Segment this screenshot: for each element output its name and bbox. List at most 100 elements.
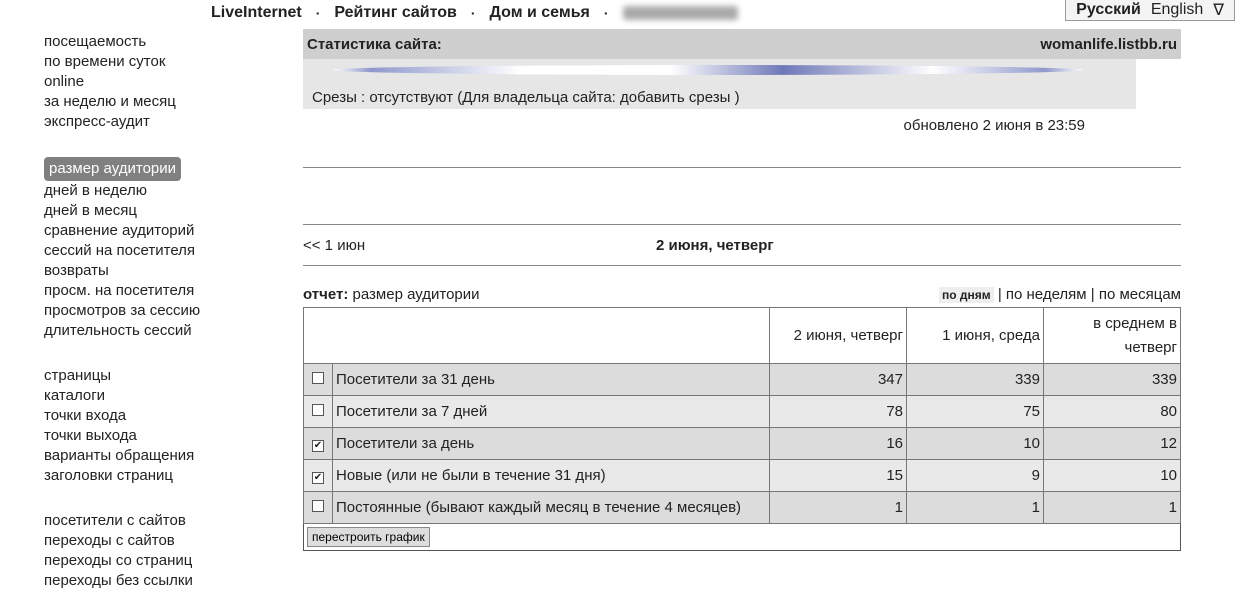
row-label: Новые (или не были в течение 31 дня) xyxy=(332,459,770,492)
table-row: ✔ Новые (или не были в течение 31 дня) 15 9… xyxy=(303,459,1181,492)
table-row: Постоянные (бывают каждый месяц в течени… xyxy=(303,491,1181,524)
language-switcher: Русский English ∇ xyxy=(1065,0,1235,21)
row-checkbox[interactable] xyxy=(312,404,324,416)
column-header: в среднем в четверг xyxy=(1043,307,1181,364)
stats-header: Статистика сайта: womanlife.listbb.ru xyxy=(303,29,1181,59)
sidebar-item[interactable]: просм. на посетителя xyxy=(44,282,195,299)
row-value: 15 xyxy=(769,459,907,492)
divider xyxy=(303,265,1181,266)
sidebar-item[interactable]: посещаемость xyxy=(44,33,147,50)
main-content: Статистика сайта: womanlife.listbb.ru Ср… xyxy=(303,29,1181,551)
audience-table: 2 июня, четверг 1 июня, среда в среднем в … xyxy=(303,307,1181,551)
sidebar-item[interactable]: просмотров за сессию xyxy=(44,302,201,319)
sidebar-item[interactable]: возвраты xyxy=(44,262,109,279)
sidebar-item[interactable]: размер аудитории xyxy=(44,157,182,181)
srezy-panel: Срезы : отсутствуют (Для владельца сайта… xyxy=(303,59,1136,109)
report-bar: отчет: размер аудитории по дням | по нед… xyxy=(303,286,1181,303)
sidebar-item[interactable]: переходы без ссылки xyxy=(44,572,193,589)
row-value: 339 xyxy=(906,363,1044,396)
row-value: 1 xyxy=(769,491,907,524)
period-days[interactable]: по дням xyxy=(939,287,994,303)
updated-time: обновлено 2 июня в 23:59 xyxy=(903,117,1085,134)
row-value: 78 xyxy=(769,395,907,428)
divider xyxy=(303,224,1181,225)
table-row: Посетители за 31 день 347 339 339 xyxy=(303,363,1181,396)
sidebar-item[interactable]: точки входа xyxy=(44,407,127,424)
row-label: Посетители за день xyxy=(332,427,770,460)
site-name: womanlife.listbb.ru xyxy=(1040,35,1177,53)
row-value: 10 xyxy=(906,427,1044,460)
decorative-swoosh xyxy=(333,65,1083,75)
sidebar-item[interactable]: экспресс-аудит xyxy=(44,113,150,130)
row-value: 10 xyxy=(1043,459,1181,492)
sidebar-item[interactable]: дней в неделю xyxy=(44,182,147,199)
nav-liveinternet[interactable]: LiveInternet xyxy=(211,4,302,21)
sidebar-item[interactable]: сессий на посетителя xyxy=(44,242,196,259)
row-checkbox[interactable] xyxy=(312,372,324,384)
row-checkbox[interactable]: ✔ xyxy=(312,440,324,452)
sidebar-item[interactable]: сравнение аудиторий xyxy=(44,222,195,239)
period-weeks[interactable]: по неделям xyxy=(1005,286,1087,303)
nav-rating[interactable]: Рейтинг сайтов xyxy=(334,4,457,21)
stats-title: Статистика сайта: xyxy=(307,35,442,53)
top-navigation: LiveInternet · Рейтинг сайтов · Дом и семь… xyxy=(211,4,738,22)
row-value: 75 xyxy=(906,395,1044,428)
row-checkbox[interactable]: ✔ xyxy=(312,472,324,484)
lang-english[interactable]: English xyxy=(1150,1,1204,18)
nav-category[interactable]: Дом и семья xyxy=(489,4,590,21)
row-value: 12 xyxy=(1043,427,1181,460)
row-checkbox-cell xyxy=(303,363,333,396)
column-header: 1 июня, среда xyxy=(906,307,1044,364)
sidebar-group: страницы каталоги точки входа точки выхода в… xyxy=(44,366,200,486)
sidebar-item[interactable]: по времени суток xyxy=(44,53,166,70)
period-months[interactable]: по месяцам xyxy=(1098,286,1181,303)
blurred-site-link[interactable] xyxy=(622,6,738,20)
lang-russian[interactable]: Русский xyxy=(1076,1,1141,18)
separator: · xyxy=(315,5,321,21)
row-value: 9 xyxy=(906,459,1044,492)
header-empty xyxy=(303,307,770,364)
current-date: 2 июня, четверг xyxy=(656,236,774,254)
dropdown-icon[interactable]: ∇ xyxy=(1213,2,1224,19)
row-checkbox-cell xyxy=(303,395,333,428)
row-label: Постоянные (бывают каждый месяц в течени… xyxy=(332,491,770,524)
row-checkbox-cell: ✔ xyxy=(303,427,333,460)
prev-date-link[interactable]: << 1 июн xyxy=(303,236,366,254)
sidebar-item[interactable]: каталоги xyxy=(44,387,106,404)
divider xyxy=(303,167,1181,168)
sidebar-item[interactable]: заголовки страниц xyxy=(44,467,174,484)
table-header-row: 2 июня, четверг 1 июня, среда в среднем в … xyxy=(303,307,1181,364)
add-srezy-link[interactable]: добавить срезы xyxy=(620,89,731,106)
rebuild-chart-button[interactable]: перестроить график xyxy=(307,527,430,547)
row-value: 1 xyxy=(1043,491,1181,524)
row-checkbox-cell: ✔ xyxy=(303,459,333,492)
sidebar-item[interactable]: варианты обращения xyxy=(44,447,195,464)
row-value: 339 xyxy=(1043,363,1181,396)
column-header: 2 июня, четверг xyxy=(769,307,907,364)
row-checkbox[interactable] xyxy=(312,500,324,512)
sidebar-item[interactable]: переходы со страниц xyxy=(44,552,193,569)
sidebar-item[interactable]: переходы с сайтов xyxy=(44,532,175,549)
srezy-suffix: ) xyxy=(730,89,740,106)
sidebar-item[interactable]: дней в месяц xyxy=(44,202,137,219)
sidebar-item[interactable]: страницы xyxy=(44,367,112,384)
sidebar: посещаемость по времени суток online за нед… xyxy=(44,32,200,616)
row-label: Посетители за 31 день xyxy=(332,363,770,396)
row-checkbox-cell xyxy=(303,491,333,524)
separator: · xyxy=(603,5,609,21)
report-label: отчет: xyxy=(303,286,349,303)
sidebar-item[interactable]: посетители с сайтов xyxy=(44,512,186,529)
sidebar-item[interactable]: точки выхода xyxy=(44,427,137,444)
row-value: 16 xyxy=(769,427,907,460)
separator: · xyxy=(470,5,476,21)
row-value: 80 xyxy=(1043,395,1181,428)
sidebar-group: посещаемость по времени суток online за нед… xyxy=(44,32,200,132)
table-row: Посетители за 7 дней 78 75 80 xyxy=(303,395,1181,428)
sidebar-item[interactable]: online xyxy=(44,73,85,90)
row-value: 347 xyxy=(769,363,907,396)
table-row: ✔ Посетители за день 16 10 12 xyxy=(303,427,1181,460)
sidebar-group: размер аудитории дней в неделю дней в меся… xyxy=(44,157,200,341)
date-navigation: << 1 июн 2 июня, четверг xyxy=(303,225,1181,265)
sidebar-item[interactable]: за неделю и месяц xyxy=(44,93,176,110)
sidebar-item[interactable]: длительность сессий xyxy=(44,322,192,339)
